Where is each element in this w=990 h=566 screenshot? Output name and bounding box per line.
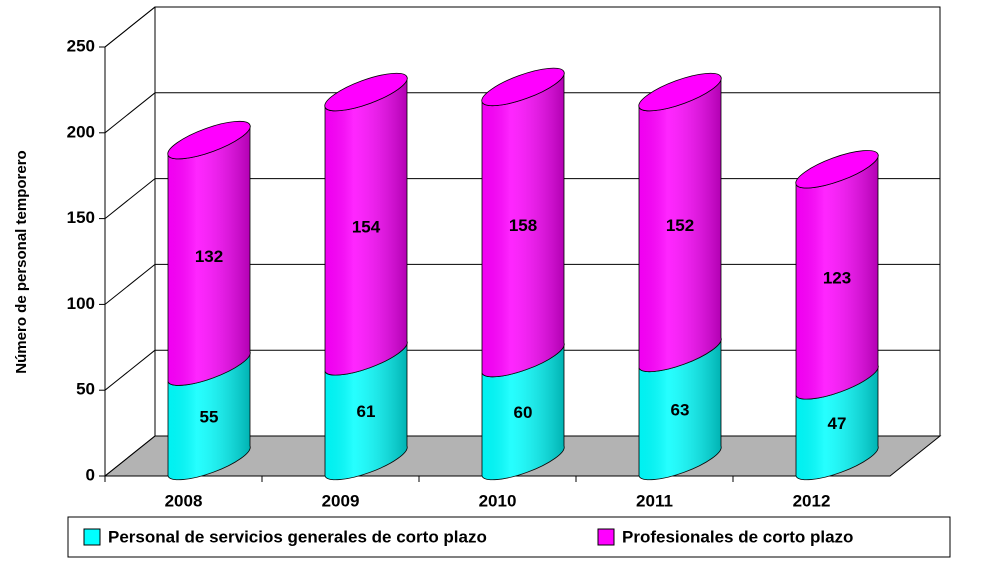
legend-swatch [83, 528, 101, 546]
cylinder-shade [639, 337, 722, 480]
grid-line-side [104, 92, 156, 134]
y-tick-label: 0 [86, 465, 95, 484]
cylinder-shade [639, 77, 722, 372]
legend-label: Profesionales de corto plazo [622, 527, 853, 546]
data-label: 132 [195, 247, 223, 266]
y-tick-label: 100 [67, 294, 95, 313]
data-label: 123 [823, 268, 851, 287]
cylinder-top [324, 72, 408, 112]
legend-swatch [597, 528, 615, 546]
cylinder-top [795, 150, 879, 189]
y-tick-label: 200 [67, 122, 95, 141]
data-label: 152 [666, 216, 694, 235]
cylinder-shade [325, 77, 408, 376]
cylinder-shade [325, 341, 408, 480]
x-tick-label: 2011 [636, 491, 673, 510]
cylinder-shade [482, 71, 565, 377]
cylinder-shade [168, 351, 251, 480]
data-label: 63 [671, 400, 690, 419]
x-tick-label: 2009 [322, 491, 360, 510]
grid-line-side [104, 349, 156, 391]
cylinder-shade [168, 125, 251, 386]
grid-line-side [104, 264, 156, 305]
data-label: 47 [828, 414, 847, 433]
cylinder-shade [796, 365, 879, 480]
grid-line-side [104, 435, 156, 477]
y-tick-label: 250 [67, 36, 95, 55]
data-label: 61 [357, 402, 376, 421]
cylinder-top [638, 72, 722, 112]
y-axis-label: Número de personal temporero [13, 150, 30, 373]
cylinder-top [167, 120, 251, 160]
grid-line-side [104, 178, 156, 219]
x-tick-label: 2010 [479, 491, 517, 510]
cylinder-shade [796, 154, 879, 400]
grid-line-side [104, 6, 156, 48]
data-label: 154 [352, 218, 381, 237]
data-label: 55 [200, 407, 219, 426]
x-tick-label: 2012 [793, 491, 831, 510]
y-tick-label: 50 [76, 380, 95, 399]
data-label: 158 [509, 216, 537, 235]
cylinder-shade [482, 343, 565, 480]
y-tick-label: 150 [67, 208, 95, 227]
cylinder-top [481, 67, 565, 107]
x-tick-label: 2008 [165, 491, 203, 510]
legend-box [67, 516, 951, 558]
data-label: 60 [514, 403, 533, 422]
legend-label: Personal de servicios generales de corto… [108, 527, 487, 546]
